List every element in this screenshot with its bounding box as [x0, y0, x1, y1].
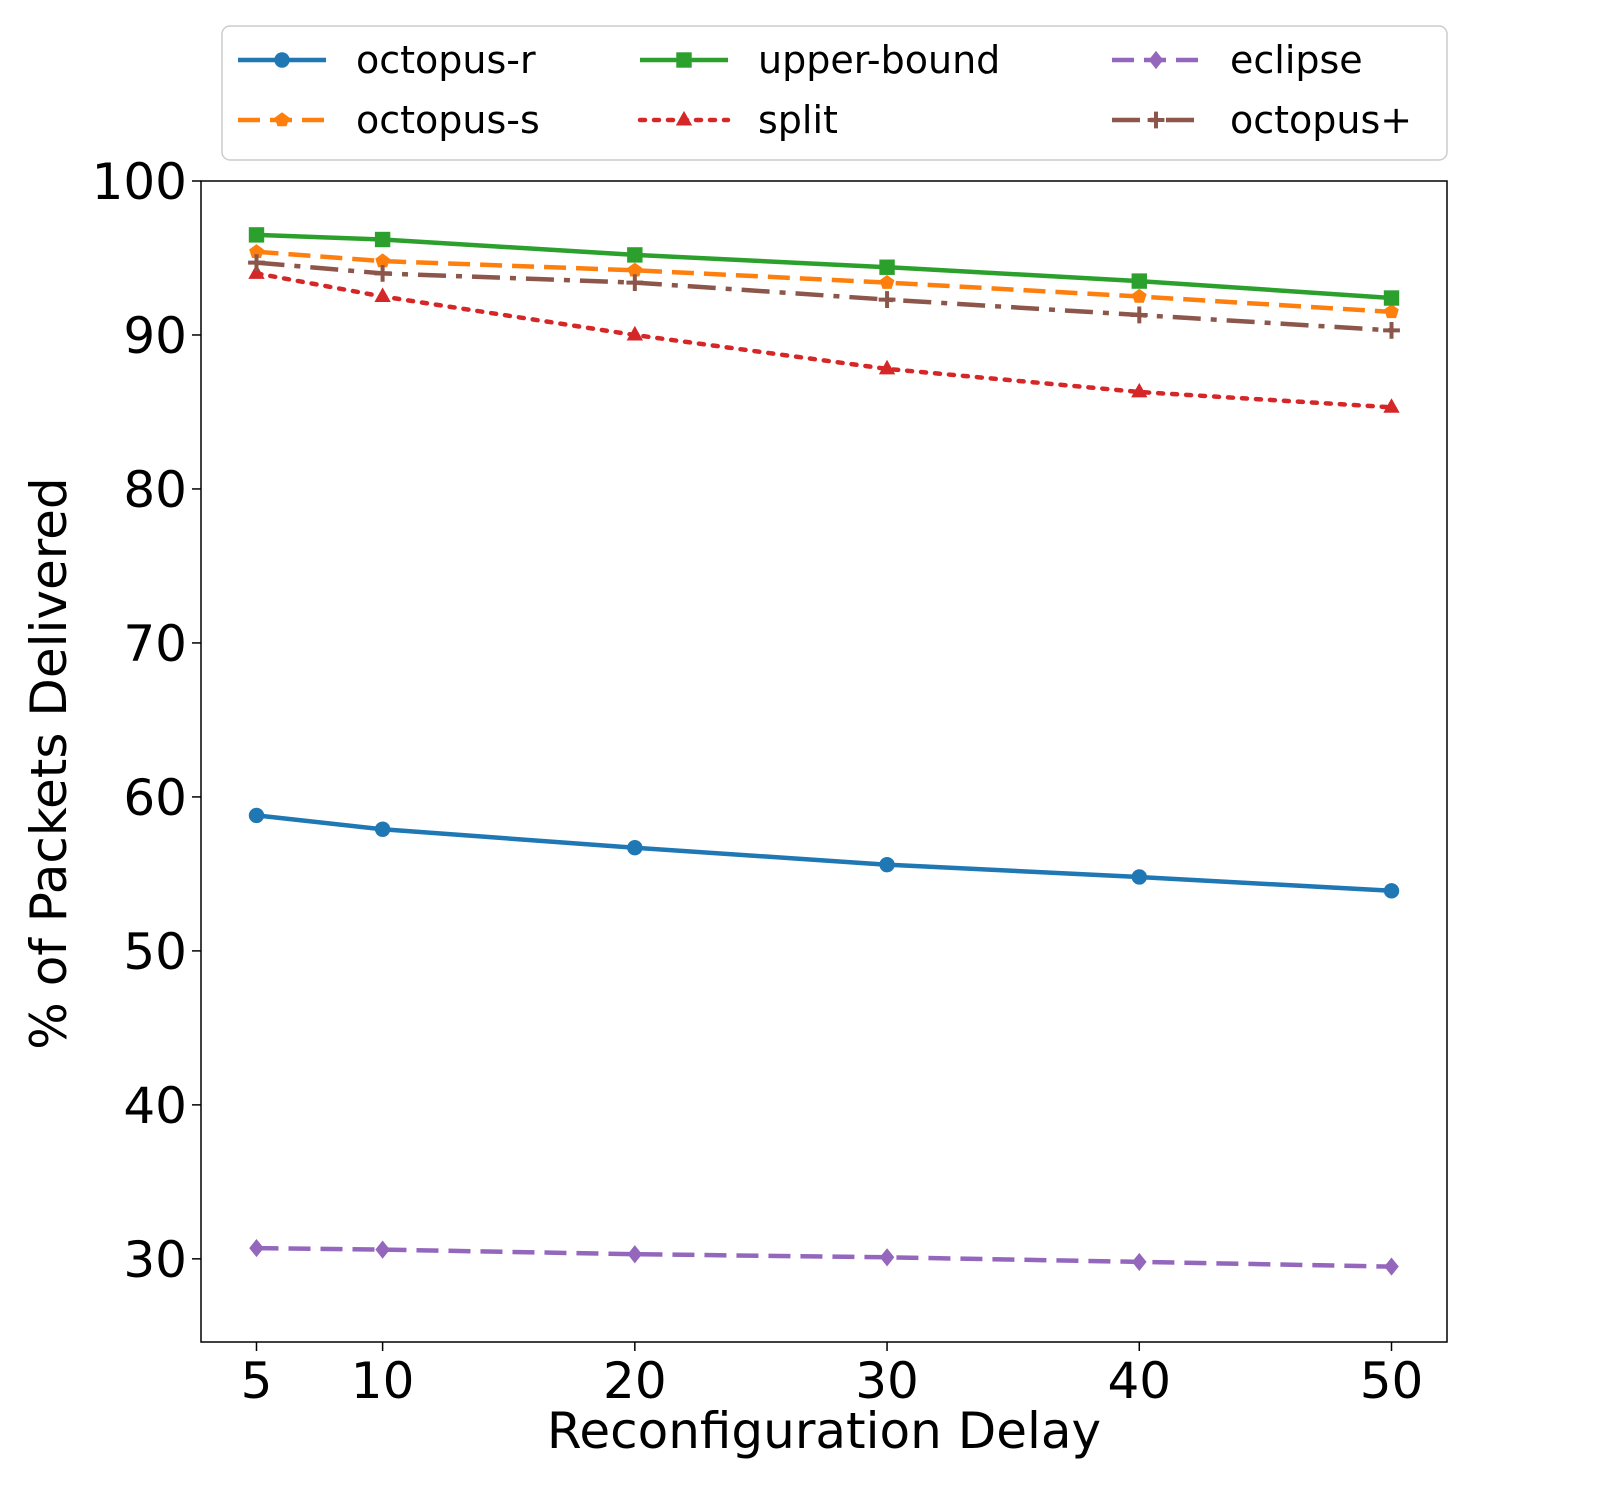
legend-item-octopus: octopus+ — [1112, 98, 1412, 142]
legend: octopus-r octopus-s upper-bound split eclips… — [221, 25, 1448, 161]
legend-label: split — [758, 98, 838, 142]
x-tick-label: 20 — [603, 1352, 667, 1410]
x-tick-label: 10 — [351, 1352, 415, 1410]
data-point-eclipse — [627, 1245, 643, 1264]
series-layer — [248, 227, 1400, 1276]
data-point-octopus-r — [879, 856, 895, 873]
legend-item-split: split — [637, 98, 838, 142]
x-tick-label: 40 — [1107, 1352, 1171, 1410]
legend-label: octopus-r — [356, 38, 536, 82]
y-tick-label: 60 — [123, 769, 187, 827]
y-tick-label: 100 — [92, 153, 187, 211]
series-line-octopus-s — [256, 249, 1392, 315]
legend-label: octopus+ — [1230, 98, 1412, 142]
x-tick-label: 5 — [241, 1352, 273, 1410]
data-point-octopus-r — [374, 821, 391, 837]
data-point-eclipse — [1384, 1257, 1399, 1276]
data-point-eclipse — [375, 1240, 390, 1259]
data-point-upper-bound — [627, 247, 643, 263]
x-axis-title: Reconfiguration Delay — [547, 1402, 1101, 1460]
legend-item-upper-bound: upper-bound — [640, 38, 1000, 82]
series-line-upper-bound — [256, 232, 1392, 301]
legend-item-octopus-r: octopus-r — [238, 38, 536, 82]
y-tick-label: 50 — [123, 923, 187, 981]
y-tick-label: 90 — [123, 307, 187, 365]
y-axis-title: % of Packets Delivered — [20, 477, 78, 1049]
data-point-octopus — [1130, 306, 1148, 324]
legend-label: upper-bound — [758, 38, 1000, 82]
data-point-octopus-s — [249, 244, 264, 259]
data-point-eclipse — [1132, 1252, 1147, 1272]
data-point-octopus — [626, 274, 644, 292]
series-octopus — [248, 254, 1400, 339]
y-tick-label: 70 — [123, 615, 187, 673]
series-line-split — [254, 271, 1394, 410]
data-point-octopus-s — [375, 253, 390, 268]
x-axis: 5 10 20 30 40 50 — [241, 1342, 1424, 1410]
data-point-upper-bound — [1131, 273, 1147, 289]
data-point-octopus-r — [1131, 869, 1147, 885]
series-octopus-s — [249, 244, 1399, 319]
data-point-eclipse — [249, 1238, 264, 1258]
plot-area-frame — [200, 180, 1448, 1343]
data-point-eclipse — [879, 1248, 895, 1267]
y-tick-label: 30 — [123, 1231, 187, 1289]
data-point-octopus — [248, 254, 265, 272]
x-tick-label: 50 — [1360, 1352, 1424, 1410]
legend-marker — [274, 52, 290, 68]
y-tick-label: 40 — [123, 1077, 187, 1135]
legend-marker — [1147, 111, 1165, 129]
data-point-upper-bound — [1383, 290, 1400, 306]
series-line-octopus — [256, 260, 1392, 333]
data-point-octopus-r — [248, 807, 265, 824]
data-point-octopus-s — [627, 262, 643, 277]
data-point-octopus — [374, 264, 392, 282]
data-point-split — [1131, 382, 1148, 398]
legend-box — [221, 25, 1448, 161]
data-point-octopus — [878, 291, 896, 308]
legend-item-eclipse: eclipse — [1112, 38, 1363, 82]
data-point-upper-bound — [248, 227, 265, 243]
legend-label: eclipse — [1230, 38, 1363, 82]
series-split — [248, 264, 1400, 413]
x-tick-label: 30 — [855, 1352, 919, 1410]
data-point-octopus — [1383, 321, 1400, 339]
data-point-split — [1383, 398, 1400, 413]
series-eclipse — [249, 1238, 1399, 1276]
legend-marker — [676, 52, 692, 68]
data-point-split — [374, 287, 391, 302]
data-point-octopus-r — [1383, 883, 1400, 899]
series-octopus-r — [248, 807, 1400, 899]
data-point-octopus-s — [1384, 304, 1399, 319]
series-upper-bound — [248, 227, 1400, 306]
data-point-split — [878, 359, 896, 375]
data-point-upper-bound — [374, 231, 391, 248]
data-point-split — [626, 325, 644, 341]
legend-marker — [274, 112, 290, 127]
series-line-octopus-r — [256, 813, 1392, 894]
y-tick-label: 80 — [123, 461, 187, 519]
data-point-octopus-r — [627, 840, 643, 856]
legend-marker — [1148, 50, 1164, 70]
legend-label: octopus-s — [356, 98, 540, 142]
data-point-octopus-s — [879, 274, 895, 289]
series-line-eclipse — [256, 1245, 1392, 1269]
data-point-upper-bound — [879, 259, 895, 275]
legend-marker — [675, 110, 693, 126]
data-point-split — [248, 264, 265, 279]
data-point-octopus-s — [1131, 288, 1147, 303]
y-axis: 30 40 50 60 70 80 90 100 — [92, 153, 201, 1289]
legend-item-octopus-s: octopus-s — [238, 98, 540, 142]
